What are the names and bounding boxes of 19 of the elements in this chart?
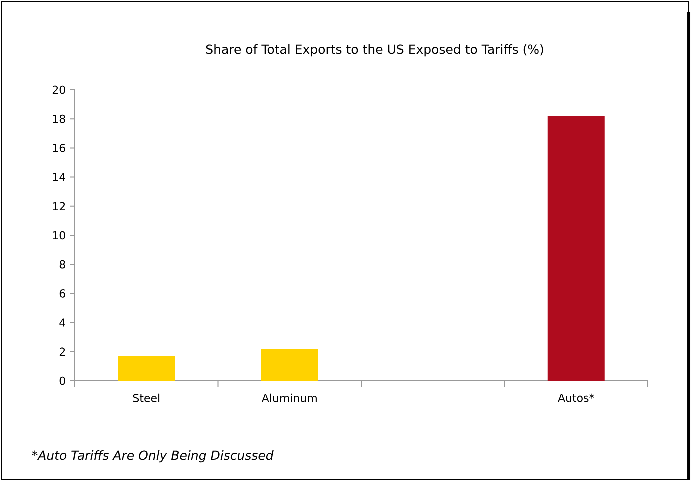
- bar: [548, 116, 605, 381]
- bar: [118, 356, 176, 381]
- y-tick-label: 12: [53, 202, 66, 210]
- chart-title: Share of Total Exports to the US Exposed to Tariffs (%): [206, 44, 544, 57]
- y-tick-label: 18: [53, 114, 66, 124]
- y-tick-label: 14: [53, 173, 66, 182]
- y-tick-label: 10: [53, 231, 66, 240]
- y-tick-label: 2: [60, 348, 66, 356]
- bar: [261, 348, 318, 381]
- y-tick-label: 4: [60, 318, 66, 327]
- x-tick-label: Aluminum: [262, 394, 317, 402]
- y-tick-label: 6: [60, 290, 66, 298]
- y-tick-label: 16: [53, 144, 66, 152]
- y-tick-label: 0: [60, 376, 66, 386]
- x-tick-label: Steel: [133, 394, 160, 402]
- x-tick-label: Autos*: [558, 394, 594, 402]
- y-tick-label: 8: [60, 260, 66, 269]
- y-tick-label: 20: [52, 86, 66, 94]
- text: *Auto Tariffs Are Only Being Discussed: [32, 450, 274, 463]
